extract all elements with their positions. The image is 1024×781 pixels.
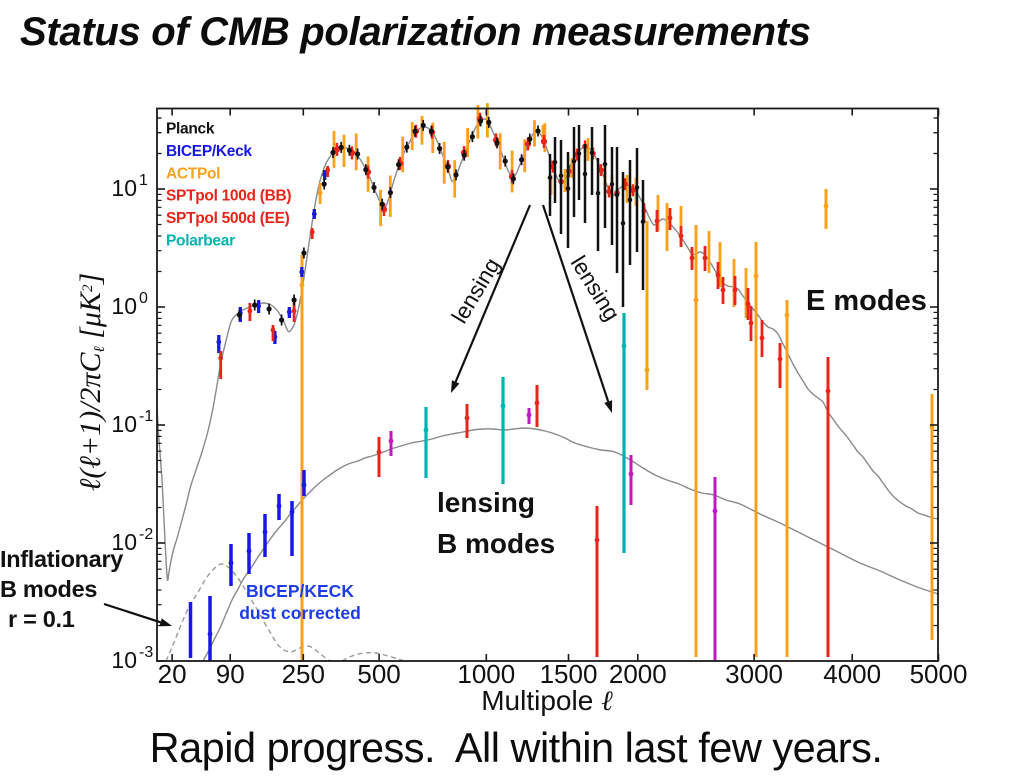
svg-text:2000: 2000: [609, 659, 667, 689]
svg-text:5000: 5000: [910, 659, 968, 689]
svg-text:lensing: lensing: [437, 487, 535, 518]
svg-text:B modes: B modes: [437, 528, 555, 559]
svg-text:Polarbear: Polarbear: [166, 233, 235, 250]
svg-text:Multipole ℓ: Multipole ℓ: [481, 685, 613, 717]
svg-text:3000: 3000: [725, 659, 783, 689]
svg-text:SPTpol 500d (EE): SPTpol 500d (EE): [166, 210, 290, 227]
svg-text:-2: -2: [139, 526, 153, 543]
svg-text:SPTpol 100d (BB): SPTpol 100d (BB): [166, 188, 291, 205]
svg-text:10: 10: [111, 293, 137, 319]
svg-text:1500: 1500: [540, 659, 598, 689]
svg-text:10: 10: [111, 175, 137, 201]
svg-text:10: 10: [111, 529, 137, 555]
svg-text:90: 90: [216, 659, 245, 689]
svg-text:20: 20: [158, 659, 187, 689]
svg-text:1: 1: [139, 172, 148, 189]
svg-text:r = 0.1: r = 0.1: [8, 606, 75, 632]
svg-text:dust corrected: dust corrected: [239, 603, 361, 623]
svg-text:B modes: B modes: [0, 576, 97, 602]
svg-text:-1: -1: [139, 408, 153, 425]
svg-text:250: 250: [282, 659, 325, 689]
svg-text:500: 500: [357, 659, 400, 689]
svg-text:Inflationary: Inflationary: [0, 546, 123, 572]
svg-text:BICEP/Keck: BICEP/Keck: [166, 143, 252, 160]
svg-text:ACTPol: ACTPol: [166, 165, 220, 182]
svg-text:10: 10: [111, 647, 137, 673]
svg-text:4000: 4000: [823, 659, 881, 689]
svg-text:ℓ(ℓ+1)/2πCℓ [μK2]: ℓ(ℓ+1)/2πCℓ [μK2]: [74, 273, 108, 491]
svg-text:Status of CMB polarization mea: Status of CMB polarization measurements: [20, 10, 811, 54]
svg-text:BICEP/KECK: BICEP/KECK: [246, 581, 354, 601]
svg-text:-3: -3: [139, 644, 153, 661]
svg-text:0: 0: [139, 290, 148, 307]
svg-text:E modes: E modes: [806, 285, 927, 317]
svg-text:10: 10: [111, 411, 137, 437]
svg-text:Rapid progress. All within la: Rapid progress. All within last few year…: [150, 724, 883, 771]
svg-text:Planck: Planck: [166, 121, 215, 138]
svg-text:1000: 1000: [457, 659, 515, 689]
